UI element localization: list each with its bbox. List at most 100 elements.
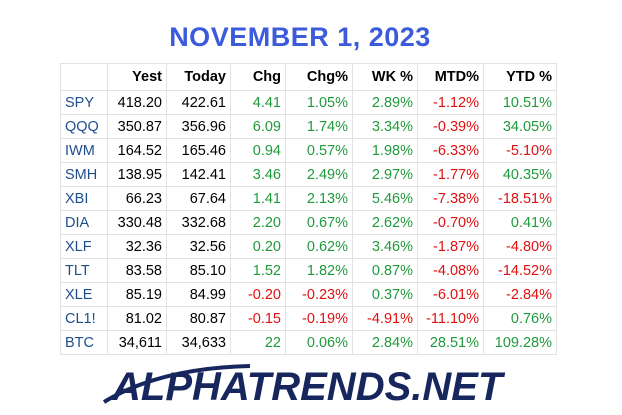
column-header: WK % — [352, 63, 418, 91]
value-cell: 3.46 — [230, 162, 286, 187]
table-row: XBI 66.23 67.64 1.41 2.13% 5.46% -7.38% -18.51% — [60, 186, 557, 211]
value-cell: 83.58 — [107, 258, 167, 283]
value-cell: 1.41 — [230, 186, 286, 211]
value-cell: 22 — [230, 330, 286, 355]
column-header: MTD% — [417, 63, 484, 91]
value-cell: 4.41 — [230, 90, 286, 115]
value-cell: 2.62% — [352, 210, 418, 235]
value-cell: -0.39% — [417, 114, 484, 139]
table-row: BTC 34,611 34,633 22 0.06% 2.84% 28.51% 109.28% — [60, 330, 557, 355]
ticker-cell: SMH — [60, 162, 108, 187]
value-cell: 2.89% — [352, 90, 418, 115]
value-cell: 81.02 — [107, 306, 167, 331]
value-cell: -1.87% — [417, 234, 484, 259]
value-cell: 85.10 — [166, 258, 231, 283]
value-cell: 34,611 — [107, 330, 167, 355]
value-cell: -1.12% — [417, 90, 484, 115]
value-cell: -4.91% — [352, 306, 418, 331]
value-cell: 2.13% — [285, 186, 353, 211]
column-header: Today — [166, 63, 231, 91]
column-header: YTD % — [483, 63, 557, 91]
value-cell: 0.57% — [285, 138, 353, 163]
value-cell: -0.19% — [285, 306, 353, 331]
value-cell: 32.56 — [166, 234, 231, 259]
value-cell: -18.51% — [483, 186, 557, 211]
ticker-cell: CL1! — [60, 306, 108, 331]
column-header: Chg% — [285, 63, 353, 91]
value-cell: 0.87% — [352, 258, 418, 283]
ticker-cell: DIA — [60, 210, 108, 235]
corner-cell — [60, 63, 108, 91]
value-cell: 109.28% — [483, 330, 557, 355]
value-cell: 356.96 — [166, 114, 231, 139]
value-cell: 34.05% — [483, 114, 557, 139]
value-cell: -1.77% — [417, 162, 484, 187]
value-cell: -14.52% — [483, 258, 557, 283]
value-cell: -6.01% — [417, 282, 484, 307]
value-cell: 1.52 — [230, 258, 286, 283]
value-cell: 138.95 — [107, 162, 167, 187]
value-cell: -2.84% — [483, 282, 557, 307]
logo-swoosh — [102, 364, 251, 404]
column-header: Chg — [230, 63, 286, 91]
table-body: SPY 418.20 422.61 4.41 1.05% 2.89% -1.12% 10.51… — [60, 90, 557, 355]
value-cell: 5.46% — [352, 186, 418, 211]
value-cell: 67.64 — [166, 186, 231, 211]
value-cell: 0.37% — [352, 282, 418, 307]
ticker-cell: QQQ — [60, 114, 108, 139]
value-cell: 34,633 — [166, 330, 231, 355]
value-cell: 0.06% — [285, 330, 353, 355]
value-cell: 80.87 — [166, 306, 231, 331]
logo: ALPHATRENDS.NET — [102, 364, 506, 409]
value-cell: -7.38% — [417, 186, 484, 211]
value-cell: 1.05% — [285, 90, 353, 115]
quote-table: Yest Today Chg Chg% WK % MTD% YTD % SPY 418.20 4… — [60, 63, 557, 355]
value-cell: -4.08% — [417, 258, 484, 283]
value-cell: 10.51% — [483, 90, 557, 115]
value-cell: -4.80% — [483, 234, 557, 259]
table-row: IWM 164.52 165.46 0.94 0.57% 1.98% -6.33% -5.10… — [60, 138, 557, 163]
value-cell: -0.20 — [230, 282, 286, 307]
value-cell: 1.74% — [285, 114, 353, 139]
title: NOVEMBER 1, 2023 — [169, 22, 431, 52]
value-cell: -5.10% — [483, 138, 557, 163]
logo-text: ALPHATRENDS.NET — [111, 365, 506, 409]
value-cell: 332.68 — [166, 210, 231, 235]
ticker-cell: XLE — [60, 282, 108, 307]
ticker-cell: IWM — [60, 138, 108, 163]
value-cell: 28.51% — [417, 330, 484, 355]
value-cell: 85.19 — [107, 282, 167, 307]
ticker-cell: TLT — [60, 258, 108, 283]
value-cell: 418.20 — [107, 90, 167, 115]
value-cell: 84.99 — [166, 282, 231, 307]
value-cell: -0.15 — [230, 306, 286, 331]
ticker-cell: XBI — [60, 186, 108, 211]
value-cell: 0.20 — [230, 234, 286, 259]
value-cell: 164.52 — [107, 138, 167, 163]
header-row: Yest Today Chg Chg% WK % MTD% YTD % — [60, 63, 557, 91]
value-cell: 32.36 — [107, 234, 167, 259]
value-cell: 3.46% — [352, 234, 418, 259]
value-cell: 1.82% — [285, 258, 353, 283]
value-cell: 0.67% — [285, 210, 353, 235]
value-cell: 2.49% — [285, 162, 353, 187]
table-row: DIA 330.48 332.68 2.20 0.67% 2.62% -0.70% 0.41% — [60, 210, 557, 235]
value-cell: 422.61 — [166, 90, 231, 115]
table-row: CL1! 81.02 80.87 -0.15 -0.19% -4.91% -11.10% 0.… — [60, 306, 557, 331]
column-header: Yest — [107, 63, 167, 91]
value-cell: 0.76% — [483, 306, 557, 331]
ticker-cell: SPY — [60, 90, 108, 115]
table-row: SPY 418.20 422.61 4.41 1.05% 2.89% -1.12% 10.51… — [60, 90, 557, 115]
value-cell: 350.87 — [107, 114, 167, 139]
value-cell: 2.97% — [352, 162, 418, 187]
value-cell: 6.09 — [230, 114, 286, 139]
table-row: TLT 83.58 85.10 1.52 1.82% 0.87% -4.08% -14.52% — [60, 258, 557, 283]
ticker-cell: XLF — [60, 234, 108, 259]
value-cell: 0.41% — [483, 210, 557, 235]
table-row: XLF 32.36 32.56 0.20 0.62% 3.46% -1.87% -4.80% — [60, 234, 557, 259]
value-cell: 2.20 — [230, 210, 286, 235]
value-cell: 330.48 — [107, 210, 167, 235]
value-cell: 0.94 — [230, 138, 286, 163]
value-cell: 165.46 — [166, 138, 231, 163]
